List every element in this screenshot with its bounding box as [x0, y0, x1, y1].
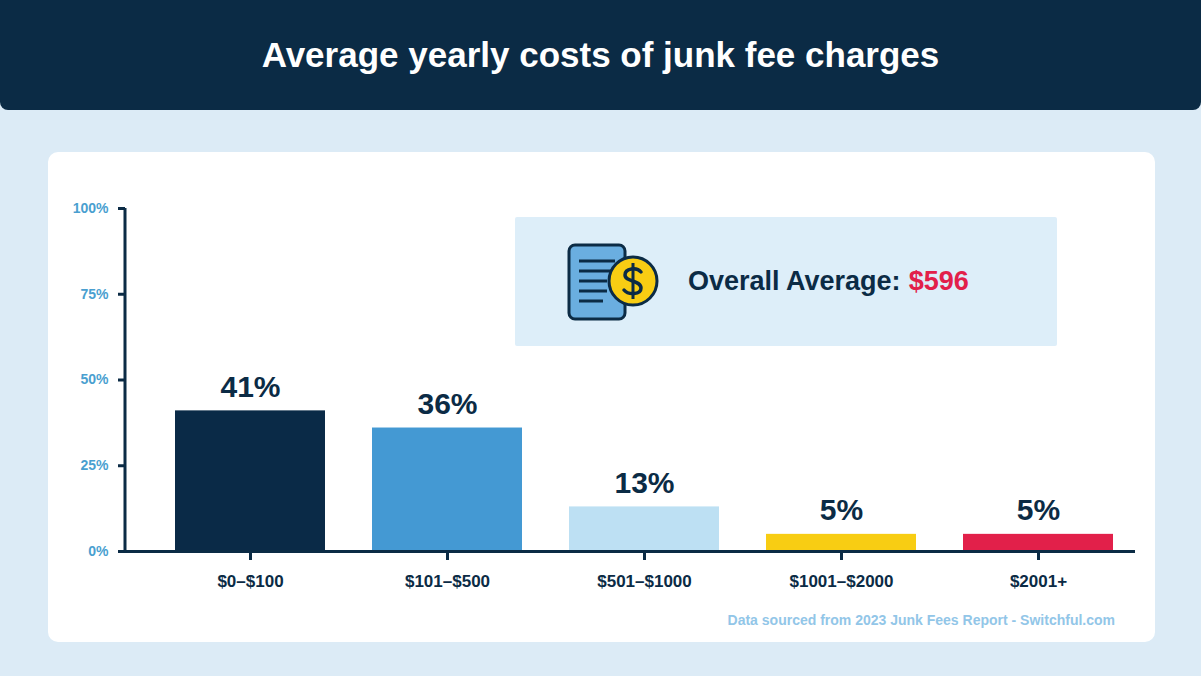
svg-text:$501–$1000: $501–$1000	[597, 572, 692, 591]
svg-text:75%: 75%	[80, 286, 109, 302]
svg-text:36%: 36%	[417, 387, 477, 420]
svg-text:41%: 41%	[220, 370, 280, 403]
svg-text:13%: 13%	[614, 466, 674, 499]
html-text:Data sourced from 2023 Junk Fe: Data sourced from 2023 Junk Fees Report …	[727, 612, 1115, 628]
svg-text:0%: 0%	[88, 543, 109, 559]
svg-text:100%: 100%	[73, 200, 109, 216]
svg-text:25%: 25%	[80, 457, 109, 473]
svg-text:5%: 5%	[820, 493, 863, 526]
svg-text:$1001–$2000: $1001–$2000	[789, 572, 893, 591]
svg-text:5%: 5%	[1017, 493, 1060, 526]
svg-text:50%: 50%	[80, 371, 109, 387]
html-text:Average yearly costs of junk f: Average yearly costs of junk fee charges	[261, 35, 940, 74]
svg-text:$101–$500: $101–$500	[405, 572, 490, 591]
html-text:Overall Average: $596: Overall Average: $596	[688, 266, 969, 296]
svg-text:$2001+: $2001+	[1010, 572, 1067, 591]
svg-text:$0–$100: $0–$100	[217, 572, 283, 591]
